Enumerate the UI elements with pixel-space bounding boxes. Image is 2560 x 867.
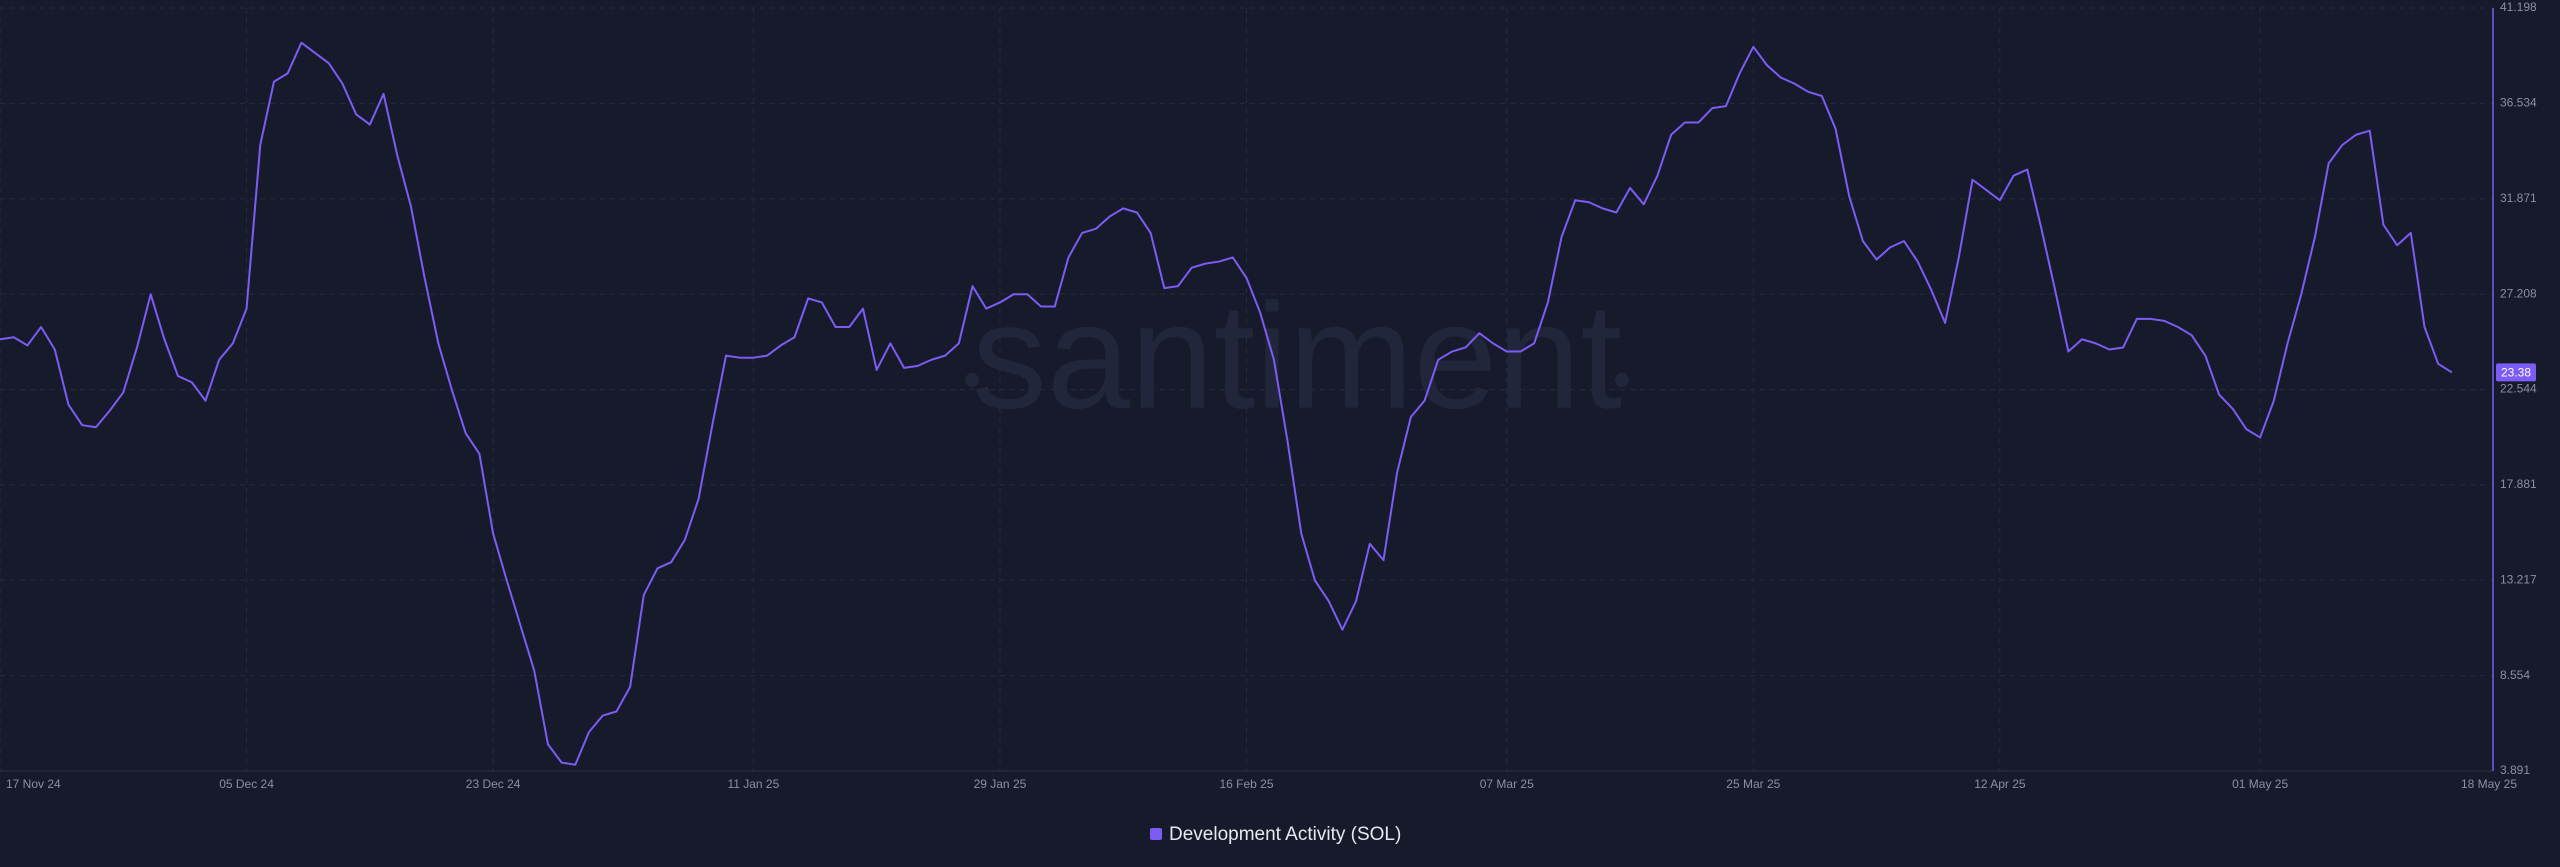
x-tick-label: 05 Dec 24 — [219, 777, 274, 791]
x-tick-label: 23 Dec 24 — [466, 777, 521, 791]
watermark-dot — [1615, 373, 1629, 387]
y-tick-label: 3.891 — [2500, 763, 2530, 777]
watermark-dot — [965, 373, 979, 387]
x-tick-label: 01 May 25 — [2232, 777, 2288, 791]
plot-layer: 3.891 8.554 13.217 17.881 22.544 27.208 31.871… — [0, 0, 2537, 845]
y-tick-label: 8.554 — [2500, 668, 2530, 682]
x-tick-label: 12 Apr 25 — [1974, 777, 2026, 791]
legend-swatch — [1150, 828, 1162, 840]
y-tick-label: 22.544 — [2500, 382, 2537, 396]
last-value-box — [2496, 363, 2536, 382]
y-tick-label: 27.208 — [2500, 286, 2537, 300]
y-tick-label: 36.534 — [2500, 96, 2537, 110]
x-tick-label: 17 Nov 24 — [6, 777, 61, 791]
x-tick-label: 29 Jan 25 — [974, 777, 1027, 791]
y-tick-label: 41.198 — [2500, 0, 2537, 14]
grid-layer — [0, 7, 2494, 772]
x-tick-label: 16 Feb 25 — [1219, 777, 1273, 791]
y-tick-label: 31.871 — [2500, 191, 2537, 205]
x-tick-label: 25 Mar 25 — [1726, 777, 1780, 791]
y-tick-label: 17.881 — [2500, 477, 2537, 491]
x-tick-label: 18 May 25 — [2461, 777, 2517, 791]
last-value-label: 23.38 — [2501, 366, 2531, 380]
legend-label: Development Activity (SOL) — [1169, 824, 1401, 845]
watermark: santiment — [972, 272, 1622, 440]
x-tick-label: 11 Jan 25 — [727, 777, 779, 791]
legend: Development Activity (SOL) — [1150, 824, 1401, 845]
x-tick-label: 07 Mar 25 — [1480, 777, 1534, 791]
data-line — [0, 41, 2453, 766]
y-tick-label: 13.217 — [2500, 572, 2537, 586]
